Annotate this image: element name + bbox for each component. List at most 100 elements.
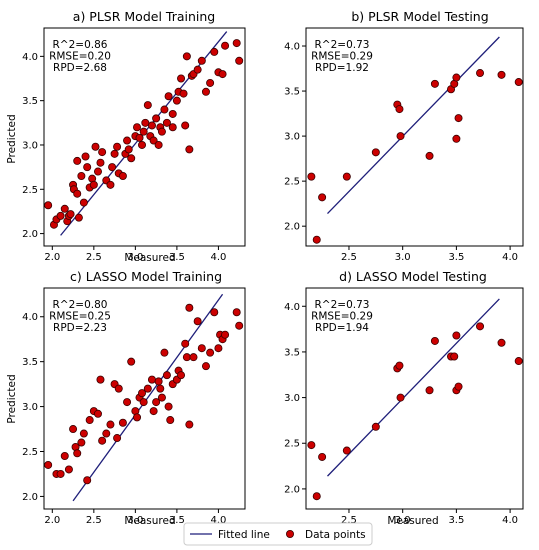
data-point [450,352,459,361]
x-tick-label: 4.0 [502,252,518,263]
panel-title: c) LASSO Model Training [70,269,222,284]
panel-plsr-training: a) PLSR Model Training Predicted Measure… [6,9,246,264]
data-point [81,152,90,161]
data-point [430,336,439,345]
data-point [342,172,351,181]
data-point [96,375,105,384]
data-point [371,422,380,431]
y-tick-label: 3.0 [22,140,38,151]
data-point [181,121,190,130]
data-point [56,211,65,220]
data-point [66,210,75,219]
plot-area-frame [43,27,246,247]
data-point [497,70,506,79]
data-point [106,180,115,189]
plot-area-frame [305,287,524,510]
x-tick-label: 2.0 [44,252,60,263]
data-point [113,142,122,151]
data-point [127,154,136,163]
data-point [452,134,461,143]
data-point [476,69,485,78]
y-tick-label: 3.5 [22,357,38,368]
data-point [85,416,94,425]
panel-lasso-training: c) LASSO Model Training Predicted Measur… [6,269,246,527]
data-point [160,348,169,357]
data-point [73,449,82,458]
plot-area-frame [305,27,524,247]
data-point [396,132,405,141]
data-point [123,136,132,145]
x-axis-label: Measured [387,515,438,527]
data-point [307,172,316,181]
data-point [371,148,380,157]
data-point [162,118,171,127]
data-point [218,70,227,79]
data-point [185,303,194,312]
data-point [83,163,92,172]
data-point [133,123,142,132]
y-tick-label: 2.5 [22,447,38,458]
fitted-line [327,298,500,477]
data-point [113,434,122,443]
x-axis-label: Measured [124,515,175,527]
data-point [139,127,148,136]
stat-label: R^2=0.73 [315,39,370,51]
data-point [74,213,83,222]
data-point [60,451,69,460]
x-tick-label: 3.5 [448,252,464,263]
data-point [210,308,219,317]
data-point [118,418,127,427]
data-point [221,330,230,339]
data-point [189,353,198,362]
data-point [123,398,132,407]
panel-lasso-testing: d) LASSO Model Testing Measured 2.5 3.0 3.… [284,269,524,527]
data-point [98,436,107,445]
x-tick-label: 3.5 [169,515,185,526]
data-point [149,136,158,145]
y-tick-label: 3.0 [22,402,38,413]
y-tick-label: 2.5 [284,439,300,450]
stat-label: RMSE=0.20 [49,51,111,63]
data-point [73,189,82,198]
data-point [235,56,244,65]
data-point [181,339,190,348]
x-tick-label: 3.0 [127,252,143,263]
y-tick-label: 3.0 [284,132,300,143]
data-point [152,398,161,407]
data-point [206,348,215,357]
data-point [69,425,78,434]
data-point [149,407,158,416]
x-tick-label: 2.5 [341,252,357,263]
data-point [139,398,148,407]
data-point [138,140,147,149]
x-tick-label: 3.5 [448,515,464,526]
fitted-line [72,293,224,502]
data-point [172,96,181,105]
data-point [127,357,136,366]
legend: Fitted line Data points [183,522,373,546]
x-tick-label: 3.0 [127,515,143,526]
stat-label: RPD=2.23 [53,322,107,334]
data-point [108,163,117,172]
data-point [102,429,111,438]
data-point [425,386,434,395]
data-point [79,429,88,438]
y-tick-label: 3.5 [284,347,300,358]
data-point [160,105,169,114]
data-point [201,87,210,96]
data-point [235,321,244,330]
data-point [133,413,142,422]
y-tick-label: 2.0 [22,229,38,240]
data-point [177,74,186,83]
data-point [179,89,188,98]
data-point [44,460,53,469]
data-point [307,441,316,450]
x-tick-label: 2.5 [86,515,102,526]
y-tick-label: 2.0 [284,484,300,495]
data-point [342,446,351,455]
data-point [162,371,171,380]
data-point [395,105,404,114]
data-point [214,344,223,353]
data-point [497,338,506,347]
data-point [452,331,461,340]
